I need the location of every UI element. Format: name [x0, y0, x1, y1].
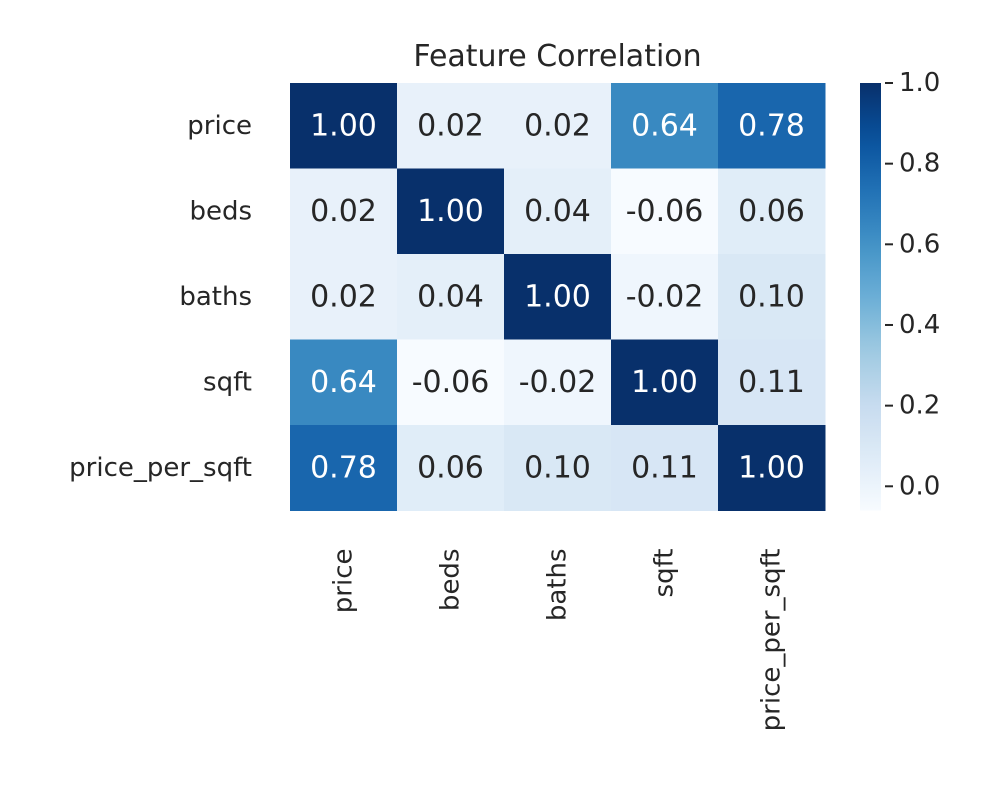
y-tick-sqft: sqft: [203, 367, 252, 397]
heatmap-cell-beds-price_per_sqft: [718, 168, 826, 255]
x-axis-tick-labels: price beds baths sqft price_per_sqft: [329, 549, 787, 732]
heatmap-value-label: 1.00: [738, 450, 805, 485]
heatmap-cell-sqft-beds: [397, 339, 505, 426]
heatmap-cell-baths-price_per_sqft: [718, 254, 826, 340]
heatmap-value-label: 1.00: [524, 279, 591, 314]
heatmap-value-label: -0.06: [626, 194, 704, 229]
heatmap-cell-price_per_sqft-beds: [397, 425, 505, 511]
heatmap-cell-price-price_per_sqft: [718, 83, 826, 169]
heatmap-cells: [290, 83, 826, 511]
colorbar-tick-label: 0.4: [899, 310, 940, 340]
x-tick-baths: baths: [543, 549, 573, 622]
heatmap-value-label: 1.00: [310, 108, 377, 143]
colorbar-ticks: 0.0 0.2 0.4 0.6 0.8 1.0: [885, 68, 940, 501]
colorbar: [860, 83, 881, 511]
heatmap-value-label: 0.78: [310, 450, 377, 485]
heatmap-value-label: 0.06: [417, 450, 484, 485]
x-tick-price_per_sqft: price_per_sqft: [757, 549, 787, 732]
x-tick-price: price: [329, 549, 359, 614]
heatmap-value-label: 0.02: [310, 194, 377, 229]
heatmap-cell-baths-beds: [397, 254, 505, 340]
y-tick-beds: beds: [189, 196, 252, 226]
heatmap-cell-beds-price: [290, 168, 398, 255]
heatmap-cell-beds-beds: [397, 168, 505, 255]
heatmap-cell-baths-baths: [504, 254, 612, 340]
colorbar-tick-label: 1.0: [899, 68, 940, 98]
x-tick-sqft: sqft: [650, 549, 680, 598]
heatmap-cell-price_per_sqft-price_per_sqft: [718, 425, 826, 511]
heatmap-value-label: 0.02: [310, 279, 377, 314]
heatmap-value-label: 0.02: [524, 108, 591, 143]
heatmap-value-label: 0.04: [417, 279, 484, 314]
heatmap-cell-baths-price: [290, 254, 398, 340]
colorbar-tick-label: 0.2: [899, 391, 940, 421]
heatmap-cell-price-baths: [504, 83, 612, 169]
chart-title: Feature Correlation: [413, 39, 701, 74]
heatmap-cell-price_per_sqft-price: [290, 425, 398, 511]
y-axis-tick-labels: price beds baths sqft price_per_sqft: [69, 111, 252, 483]
y-tick-price: price: [187, 111, 252, 141]
colorbar-tick-label: 0.8: [899, 149, 940, 179]
x-tick-beds: beds: [436, 549, 466, 612]
heatmap-value-label: 0.78: [738, 108, 805, 143]
heatmap-cell-baths-sqft: [611, 254, 719, 340]
heatmap-value-label: -0.02: [626, 279, 704, 314]
heatmap-value-label: 0.04: [524, 194, 591, 229]
heatmap-value-label: 0.06: [738, 194, 805, 229]
heatmap-cell-price_per_sqft-sqft: [611, 425, 719, 511]
colorbar-tick-label: 0.6: [899, 229, 940, 259]
heatmap-cell-sqft-price_per_sqft: [718, 339, 826, 426]
heatmap-value-label: 0.02: [417, 108, 484, 143]
heatmap-cell-sqft-sqft: [611, 339, 719, 426]
heatmap-cell-labels: 1.00 0.02 0.02 0.64 0.78 0.02 1.00 0.04 -0.06 0.0…: [310, 108, 805, 485]
heatmap-value-label: 0.11: [631, 450, 698, 485]
heatmap-value-label: 0.10: [524, 450, 591, 485]
heatmap-value-label: 0.11: [738, 365, 805, 400]
heatmap-cell-price-price: [290, 83, 398, 169]
heatmap-value-label: 0.10: [738, 279, 805, 314]
y-tick-price_per_sqft: price_per_sqft: [69, 453, 252, 483]
heatmap-cell-beds-baths: [504, 168, 612, 255]
y-tick-baths: baths: [179, 282, 252, 312]
heatmap-cell-price_per_sqft-baths: [504, 425, 612, 511]
heatmap-cell-sqft-price: [290, 339, 398, 426]
heatmap-value-label: 1.00: [631, 365, 698, 400]
heatmap-value-label: -0.06: [412, 365, 490, 400]
heatmap-value-label: 0.64: [310, 365, 377, 400]
heatmap-value-label: 1.00: [417, 194, 484, 229]
heatmap-cell-beds-sqft: [611, 168, 719, 255]
heatmap-value-label: -0.02: [519, 365, 597, 400]
heatmap-cell-price-beds: [397, 83, 505, 169]
heatmap-cell-price-sqft: [611, 83, 719, 169]
colorbar-tick-label: 0.0: [899, 471, 940, 501]
heatmap-value-label: 0.64: [631, 108, 698, 143]
heatmap-cell-sqft-baths: [504, 339, 612, 426]
